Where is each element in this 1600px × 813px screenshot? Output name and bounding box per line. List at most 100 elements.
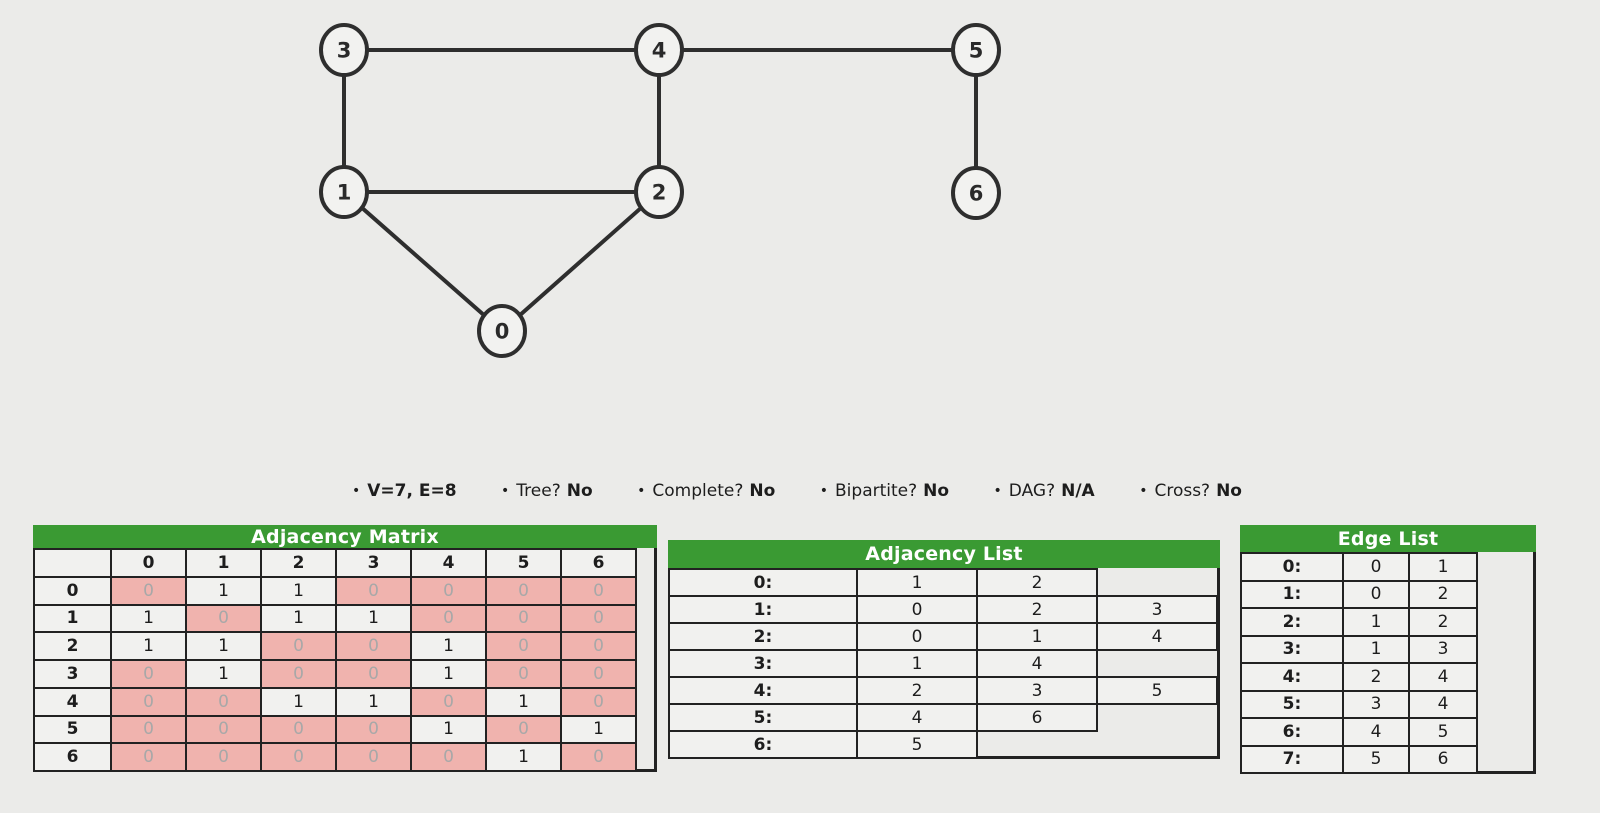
list-row-label: 0: xyxy=(670,570,856,595)
graph-node-4: 4 xyxy=(634,23,684,77)
matrix-cell: 0 xyxy=(487,633,560,659)
list-row-label: 1: xyxy=(670,597,856,622)
list-value-cell: 6 xyxy=(1410,746,1476,772)
list-row: 0: 0 1 xyxy=(1240,552,1478,582)
list-value-cell: 0 xyxy=(858,624,976,649)
matrix-cell: 1 xyxy=(187,661,260,687)
list-row-label: 6: xyxy=(1242,719,1342,745)
matrix-cell: 0 xyxy=(412,605,485,632)
stat-label: Bipartite? xyxy=(835,481,918,501)
graph-node-2: 2 xyxy=(634,165,684,219)
matrix-row-header: 6 xyxy=(35,744,110,770)
list-value-cell: 5 xyxy=(1410,719,1476,745)
matrix-cell: 0 xyxy=(337,716,410,743)
stat-value: No xyxy=(923,481,950,501)
stat-item: • Complete? No xyxy=(637,481,775,501)
matrix-cell: 0 xyxy=(262,744,335,770)
matrix-row-header: 3 xyxy=(35,661,110,687)
matrix-row-header: 5 xyxy=(35,716,110,743)
matrix-cell: 0 xyxy=(487,716,560,743)
list-value-cell: 4 xyxy=(978,651,1096,676)
matrix-row-header: 1 xyxy=(35,605,110,632)
list-value-cell: 4 xyxy=(1410,664,1476,690)
stat-value: N/A xyxy=(1061,481,1095,501)
graph-node-1: 1 xyxy=(319,165,369,219)
matrix-cell: 0 xyxy=(187,744,260,770)
list-value-cell: 5 xyxy=(1344,746,1408,772)
matrix-cell: 0 xyxy=(562,744,635,770)
graph-node-0: 0 xyxy=(477,304,527,358)
stat-item: • DAG? N/A xyxy=(994,481,1095,501)
matrix-cell: 0 xyxy=(562,633,635,659)
matrix-cell: 0 xyxy=(562,577,635,604)
stat-item: • Tree? No xyxy=(501,481,593,501)
stats-bar: • V=7, E=8 • Tree? No • Complete? No • Bipartite?… xyxy=(352,481,1242,501)
list-row: 2: 1 2 xyxy=(1240,607,1478,637)
list-value-cell: 1 xyxy=(858,570,976,595)
matrix-cell: 0 xyxy=(187,716,260,743)
bullet-icon: • xyxy=(352,483,361,499)
list-value-cell: 3 xyxy=(1344,691,1408,717)
stat-label: Complete? xyxy=(652,481,744,501)
graph-node-3: 3 xyxy=(319,23,369,77)
stat-item: • Cross? No xyxy=(1139,481,1242,501)
matrix-cell: 0 xyxy=(112,716,185,743)
graph-node-label: 4 xyxy=(652,39,667,63)
matrix-cell: 1 xyxy=(412,661,485,687)
bullet-icon: • xyxy=(993,483,1002,499)
bullet-icon: • xyxy=(1139,483,1148,499)
matrix-cell: 0 xyxy=(562,688,635,715)
stat-item: • V=7, E=8 xyxy=(352,481,457,501)
matrix-col-header: 3 xyxy=(337,550,410,576)
list-row: 0: 1 2 xyxy=(668,568,1098,597)
matrix-cell: 1 xyxy=(487,744,560,770)
stat-value: No xyxy=(749,481,776,501)
list-row-label: 7: xyxy=(1242,746,1342,772)
list-value-cell: 2 xyxy=(1344,664,1408,690)
matrix-cell: 0 xyxy=(562,605,635,632)
graph-node-6: 6 xyxy=(951,166,1001,220)
list-row-label: 4: xyxy=(670,678,856,703)
list-value-cell: 2 xyxy=(1410,609,1476,635)
list-row-label: 1: xyxy=(1242,581,1342,607)
matrix-cell: 0 xyxy=(262,633,335,659)
matrix-cell: 0 xyxy=(187,605,260,632)
list-row: 6: 5 xyxy=(668,730,978,759)
bullet-icon: • xyxy=(637,483,646,499)
matrix-cell: 0 xyxy=(187,688,260,715)
matrix-col-header: 1 xyxy=(187,550,260,576)
matrix-cell: 1 xyxy=(337,688,410,715)
matrix-cell: 0 xyxy=(412,744,485,770)
list-row: 5: 3 4 xyxy=(1240,689,1478,719)
list-value-cell: 1 xyxy=(1410,554,1476,580)
list-value-cell: 4 xyxy=(858,705,976,730)
matrix-cell: 1 xyxy=(112,605,185,632)
graph-node-circle xyxy=(319,165,369,219)
graph-node-label: 0 xyxy=(495,320,510,344)
matrix-cell: 0 xyxy=(112,661,185,687)
list-row-label: 3: xyxy=(670,651,856,676)
list-value-cell: 3 xyxy=(1098,597,1216,622)
matrix-col-header: 6 xyxy=(562,550,635,576)
list-value-cell: 5 xyxy=(858,732,976,757)
graph-node-circle xyxy=(951,166,1001,220)
list-value-cell: 1 xyxy=(1344,609,1408,635)
stat-label: DAG? xyxy=(1008,481,1056,501)
bullet-icon: • xyxy=(501,483,510,499)
matrix-cell: 1 xyxy=(337,605,410,632)
matrix-col-header: 0 xyxy=(112,550,185,576)
graph-edge xyxy=(500,190,661,333)
edge-list-rows: 0: 0 1 1: 0 2 2: 1 2 3: 1 3 4: 2 4 5: 3 4 6: 4 5 7: 5 6 xyxy=(1240,552,1478,774)
adjacency-list-title: Adjacency List xyxy=(668,540,1220,568)
list-row: 1: 0 2 xyxy=(1240,579,1478,609)
matrix-cell: 0 xyxy=(112,577,185,604)
matrix-cell: 0 xyxy=(412,688,485,715)
matrix-cell: 0 xyxy=(337,744,410,770)
adjacency-list-rows: 0: 1 2 1: 0 2 3 2: 0 1 4 3: 1 4 4: 2 3 5 5: 4 6 6: 5 xyxy=(668,568,1218,759)
list-value-cell: 1 xyxy=(978,624,1096,649)
list-row-label: 6: xyxy=(670,732,856,757)
stat-label: Tree? xyxy=(516,481,561,501)
list-value-cell: 6 xyxy=(978,705,1096,730)
matrix-cell: 1 xyxy=(412,716,485,743)
